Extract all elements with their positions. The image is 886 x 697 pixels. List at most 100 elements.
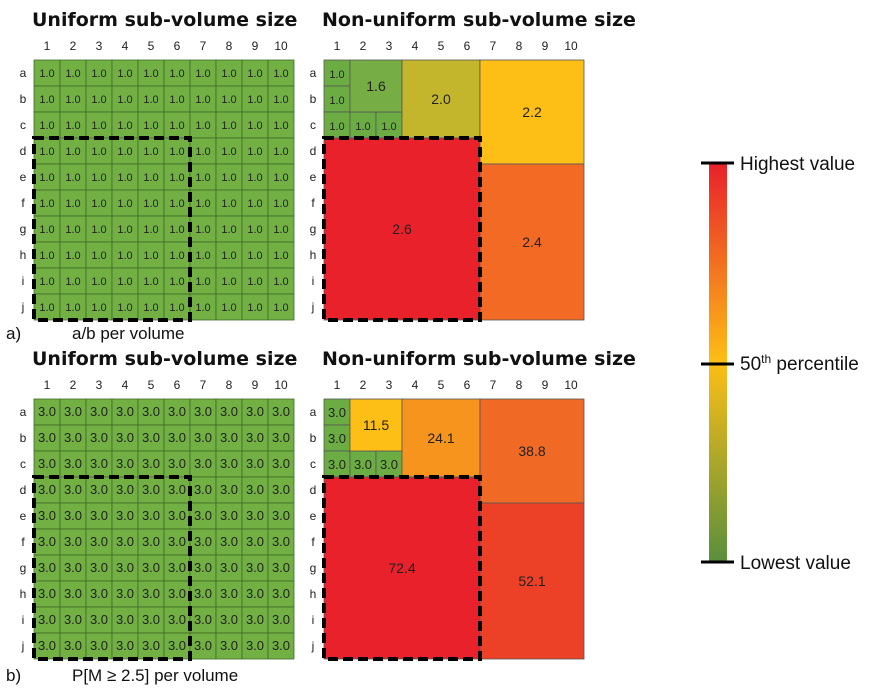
- panel-b-nonuniform-block-value: 24.1: [427, 430, 454, 446]
- panel-b-uniform-cell-e7: 3.0: [189, 502, 217, 530]
- panel-a-uniform-cell-fill: [163, 241, 191, 269]
- panel-b-nonuniform-col-label-9: 9: [542, 378, 549, 392]
- panel-b-uniform-cell-f7: 3.0: [189, 528, 217, 556]
- panel-a-uniform-cell-value: 1.0: [117, 302, 132, 314]
- panel-b-nonuniform-col-label-6: 6: [464, 378, 471, 392]
- panel-b-uniform-cell-value: 3.0: [90, 586, 108, 601]
- panel-a-uniform-col-label-7: 7: [200, 39, 207, 53]
- panel-b-uniform-cell-value: 3.0: [272, 404, 290, 419]
- panel-a-uniform-cell-a3: 1.0: [85, 59, 113, 87]
- panel-a-uniform-cell-value: 1.0: [39, 250, 54, 262]
- panel-b-uniform-col-label-2: 2: [70, 378, 77, 392]
- panel-b-nonuniform-block-8: 38.8: [479, 398, 585, 504]
- panel-a-uniform-cell-value: 1.0: [169, 146, 184, 158]
- panel-a-uniform-cell-c10: 1.0: [267, 111, 295, 139]
- panel-b-uniform-cell-fill: [59, 398, 87, 426]
- panel-b-nonuniform-row-label-f: f: [311, 535, 315, 549]
- panel-b-nonuniform-row-label-g: g: [310, 561, 317, 575]
- panel-b-uniform-row-label-h: h: [20, 587, 27, 601]
- panel-a-nonuniform-row-label-h: h: [310, 248, 317, 262]
- panel-b-uniform-cell-b5: 3.0: [137, 424, 165, 452]
- panel-a-uniform-cell-g7: 1.0: [189, 215, 217, 243]
- panel-a-uniform-cell-b9: 1.0: [241, 85, 269, 113]
- panel-b-uniform-cell-c3: 3.0: [85, 450, 113, 478]
- panel-a-uniform-cell-value: 1.0: [247, 94, 262, 106]
- panel-a-uniform-cell-value: 1.0: [221, 120, 236, 132]
- panel-b-uniform-cell-h9: 3.0: [241, 580, 269, 608]
- panel-b-uniform-cell-fill: [267, 580, 295, 608]
- panel-b-uniform-cell-value: 3.0: [64, 482, 82, 497]
- panel-a-uniform-cell-e7: 1.0: [189, 163, 217, 191]
- panel-a-uniform-cell-fill: [137, 241, 165, 269]
- panel-b-uniform-cell-e10: 3.0: [267, 502, 295, 530]
- panel-b-uniform-row-label-b: b: [20, 431, 27, 445]
- panel-b-uniform-cell-j10: 3.0: [267, 632, 295, 660]
- panel-a-uniform-cell-value: 1.0: [247, 276, 262, 288]
- panel-a-uniform-selection-box: [32, 136, 192, 322]
- panel-b-uniform-cell-value: 3.0: [142, 638, 160, 653]
- panel-a-uniform-cell-e6: 1.0: [163, 163, 191, 191]
- panel-a-uniform-cell-value: 1.0: [247, 146, 262, 158]
- panel-b-uniform-cell-value: 3.0: [220, 482, 238, 497]
- panel-a-uniform-cell-value: 1.0: [143, 198, 158, 210]
- panel-b-uniform-cell-value: 3.0: [64, 560, 82, 575]
- panel-a-uniform-cell-j6: 1.0: [163, 293, 191, 321]
- panel-a-uniform-cell-c4: 1.0: [111, 111, 139, 139]
- panel-a-uniform-cell-g4: 1.0: [111, 215, 139, 243]
- panel-b-uniform-cell-value: 3.0: [38, 638, 56, 653]
- panel-b-uniform-cell-h2: 3.0: [59, 580, 87, 608]
- panel-a-uniform-cell-a9: 1.0: [241, 59, 269, 87]
- panel-a-uniform-cell-fill: [215, 293, 243, 321]
- panel-a-uniform-cell-value: 1.0: [247, 224, 262, 236]
- panel-a-uniform-cell-value: 1.0: [169, 198, 184, 210]
- panel-a-uniform-row-label-d: d: [20, 144, 27, 158]
- panel-b-uniform-col-label-3: 3: [96, 378, 103, 392]
- panel-b-uniform-cell-fill: [85, 606, 113, 634]
- panel-a-uniform-cell-value: 1.0: [39, 146, 54, 158]
- panel-b-uniform-cell-value: 3.0: [38, 586, 56, 601]
- panel-a-uniform-cell-fill: [59, 111, 87, 139]
- panel-a-nonuniform-block-value: 1.6: [366, 78, 386, 94]
- panel-b-uniform-cell-fill: [163, 502, 191, 530]
- panel-b-uniform-cell-value: 3.0: [194, 482, 212, 497]
- panel-a-nonuniform-block-value: 2.2: [522, 104, 542, 120]
- panel-a-uniform-cell-fill: [59, 267, 87, 295]
- panel-b-uniform-cell-b3: 3.0: [85, 424, 113, 452]
- panel-b-uniform-cell-fill: [111, 450, 139, 478]
- panel-b-uniform-cell-value: 3.0: [116, 404, 134, 419]
- panel-a-uniform-cell-value: 1.0: [117, 120, 132, 132]
- panel-a-uniform-cell-d7: 1.0: [189, 137, 217, 165]
- panel-a-uniform-cell-value: 1.0: [169, 224, 184, 236]
- panel-b-uniform-cell-value: 3.0: [64, 456, 82, 471]
- panel-a-uniform-cell-value: 1.0: [273, 276, 288, 288]
- panel-b-uniform-cell-fill: [215, 476, 243, 504]
- panel-b-nonuniform-block-value: 3.0: [354, 457, 372, 472]
- panel-a-uniform-cell-value: 1.0: [195, 302, 210, 314]
- panel-a-nonuniform-block-fill: [401, 59, 481, 139]
- panel-b-uniform-cell-g3: 3.0: [85, 554, 113, 582]
- panel-b-uniform-cell-value: 3.0: [168, 404, 186, 419]
- panel-a-uniform-cell-value: 1.0: [221, 302, 236, 314]
- panel-a-uniform-cell-i1: 1.0: [33, 267, 61, 295]
- panel-b-uniform-cell-c9: 3.0: [241, 450, 269, 478]
- panel-b-nonuniform-block-6: 11.5: [349, 398, 403, 452]
- panel-b-uniform-cell-fill: [137, 424, 165, 452]
- panel-b-uniform-cell-fill: [241, 398, 269, 426]
- panel-a-uniform-cell-value: 1.0: [169, 172, 184, 184]
- panel-b-uniform-cell-value: 3.0: [194, 456, 212, 471]
- panel-b-caption: P[M ≥ 2.5] per volume: [72, 666, 238, 685]
- panel-b-uniform-cell-fill: [189, 398, 217, 426]
- panel-a-nonuniform-row-label-b: b: [310, 92, 317, 106]
- panel-b-uniform-cell-value: 3.0: [142, 586, 160, 601]
- panel-a-nonuniform-block-value: 1.0: [381, 121, 396, 133]
- panel-b-uniform-cell-j4: 3.0: [111, 632, 139, 660]
- panel-a-uniform-cell-value: 1.0: [221, 224, 236, 236]
- panel-b-uniform-row-label-f: f: [21, 535, 25, 549]
- panel-b-uniform-cell-value: 3.0: [64, 612, 82, 627]
- panel-a-uniform-cell-b5: 1.0: [137, 85, 165, 113]
- panel-a-uniform-cell-h6: 1.0: [163, 241, 191, 269]
- panel-a-uniform-col-label-5: 5: [148, 39, 155, 53]
- panel-a-uniform-cell-fill: [163, 85, 191, 113]
- panel-a-uniform-row-label-h: h: [20, 248, 27, 262]
- panel-b-nonuniform-block-value: 52.1: [518, 573, 545, 589]
